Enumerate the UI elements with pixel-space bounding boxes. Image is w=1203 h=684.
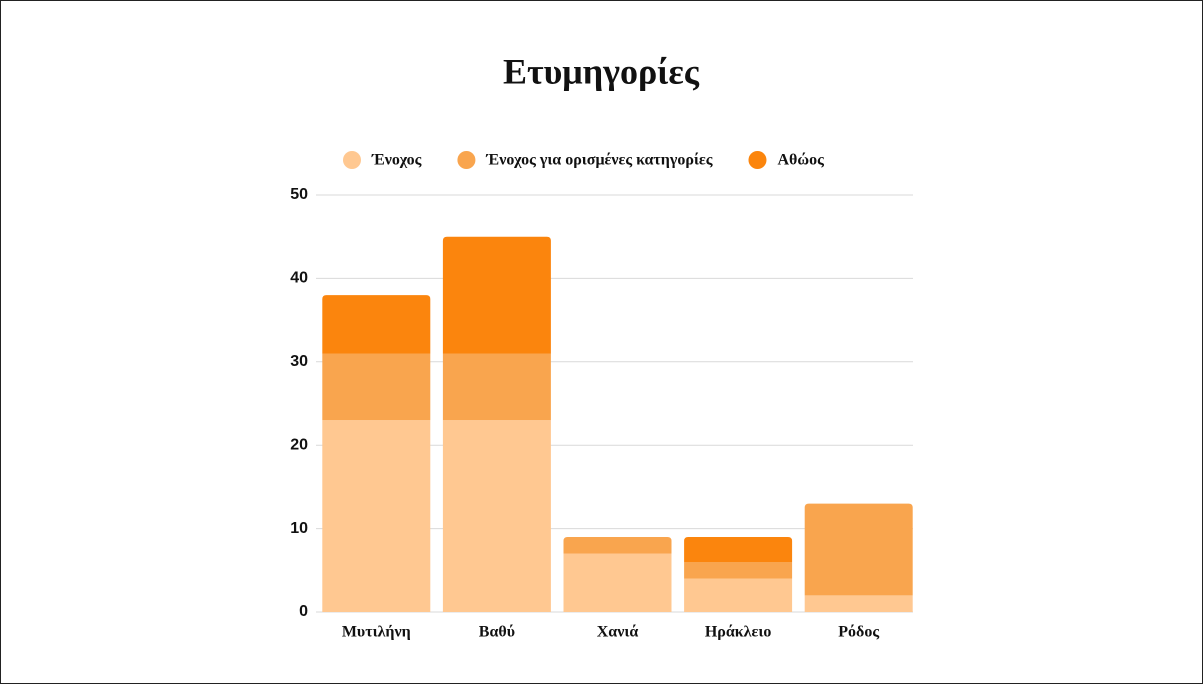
bar-segment bbox=[804, 595, 913, 612]
legend-swatch bbox=[343, 151, 361, 169]
y-tick-label: 50 bbox=[290, 186, 308, 203]
legend-label: Ένοχος bbox=[371, 152, 422, 169]
x-tick-label: Ηράκλειο bbox=[705, 624, 771, 641]
bar-segment bbox=[322, 353, 431, 421]
chart-title: Ετυμηγορίες bbox=[503, 51, 700, 91]
legend-label: Αθώος bbox=[777, 152, 824, 169]
x-tick-label: Ρόδος bbox=[838, 624, 879, 641]
bar-segment bbox=[442, 353, 551, 421]
bar-segment bbox=[684, 536, 793, 562]
x-tick-label: Μυτιλήνη bbox=[342, 624, 411, 641]
bar-segment bbox=[322, 420, 431, 612]
bar-segment bbox=[684, 578, 793, 612]
bar-segment bbox=[442, 236, 551, 354]
y-tick-label: 10 bbox=[290, 520, 308, 537]
legend-label: Ένοχος για ορισμένες κατηγορίες bbox=[485, 152, 712, 169]
legend-swatch bbox=[748, 151, 767, 169]
bar-segment bbox=[322, 295, 431, 354]
y-tick-label: 40 bbox=[290, 270, 308, 287]
bar-segment bbox=[563, 536, 672, 554]
legend-swatch bbox=[457, 151, 476, 169]
x-tick-label: Χανιά bbox=[597, 624, 639, 641]
bar-segment bbox=[563, 553, 672, 612]
y-tick-label: 0 bbox=[299, 603, 308, 620]
bar-segment bbox=[804, 503, 913, 596]
x-tick-label: Βαθύ bbox=[479, 624, 515, 641]
y-tick-label: 20 bbox=[290, 436, 308, 453]
bar-segment bbox=[442, 420, 551, 612]
y-tick-label: 30 bbox=[290, 353, 308, 370]
bar-segment bbox=[684, 561, 793, 579]
